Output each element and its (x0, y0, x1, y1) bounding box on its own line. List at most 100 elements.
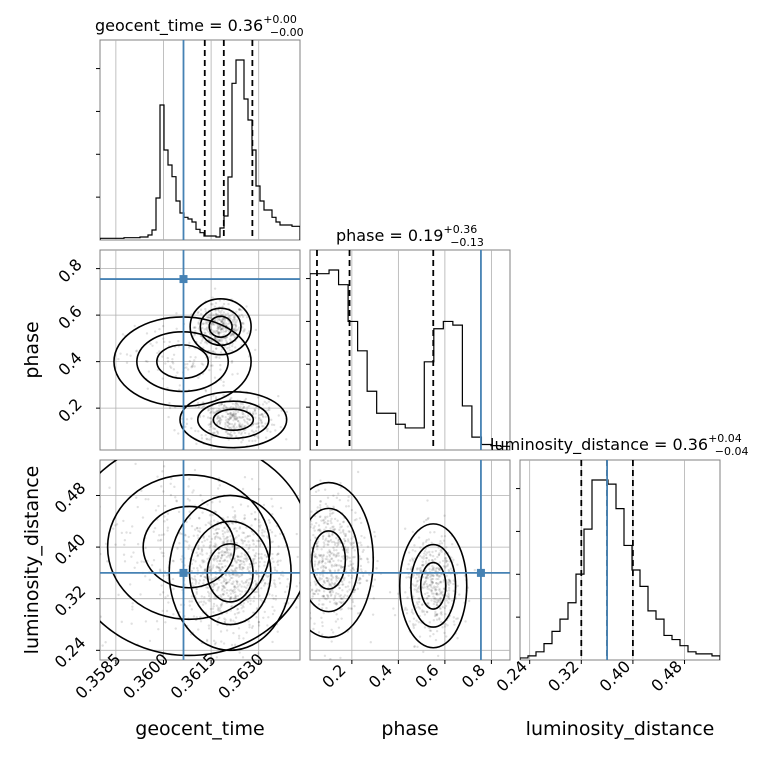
sample-point (200, 550, 204, 553)
sample-point (426, 597, 429, 600)
sample-point (349, 560, 352, 563)
sample-point (159, 570, 162, 573)
sample-point (445, 559, 448, 563)
sample-point (275, 569, 279, 573)
sample-point (218, 422, 222, 426)
sample-point (208, 554, 212, 558)
sample-point (421, 564, 425, 567)
sample-point (429, 583, 432, 587)
sample-point (330, 557, 334, 560)
sample-point (204, 602, 207, 605)
sample-point (237, 431, 241, 434)
sample-point (229, 596, 233, 600)
sample-point (229, 430, 233, 434)
sample-point (322, 580, 326, 584)
sample-point (249, 602, 252, 606)
sample-point (230, 582, 233, 585)
sample-point (220, 402, 224, 406)
sample-point (225, 581, 228, 585)
sample-point (224, 419, 228, 422)
sample-point (119, 352, 122, 355)
sample-point (218, 607, 222, 610)
sample-point (227, 418, 231, 421)
sample-point (243, 553, 246, 556)
sample-point (195, 442, 198, 446)
sample-point (217, 325, 220, 329)
sample-point (319, 515, 322, 518)
sample-point (361, 574, 365, 578)
sample-point (167, 601, 170, 604)
sample-point (429, 578, 433, 581)
sample-point (430, 599, 433, 602)
sample-point (216, 589, 219, 592)
sample-point (144, 498, 147, 501)
sample-point (277, 545, 280, 548)
sample-point (335, 577, 338, 580)
sample-point (444, 604, 448, 608)
sample-point (337, 577, 340, 580)
sample-point (193, 365, 196, 368)
sample-point (330, 579, 333, 582)
sample-point (322, 566, 325, 569)
sample-point (219, 568, 223, 572)
sample-point (184, 534, 187, 537)
sample-point (301, 578, 303, 580)
sample-point (342, 565, 345, 569)
sample-point (436, 600, 440, 604)
sample-point (253, 517, 257, 521)
sample-point (222, 319, 225, 322)
sample-point (238, 651, 241, 654)
sample-point (246, 505, 250, 508)
sample-point (321, 564, 324, 568)
sample-point (238, 308, 241, 311)
sample-point (243, 563, 246, 566)
sample-point (433, 587, 436, 590)
sample-point (252, 543, 255, 546)
sample-point (340, 607, 344, 611)
title-phase: phase = 0.19+0.36 −0.13 (336, 223, 484, 249)
sample-point (157, 628, 160, 631)
sample-point (242, 540, 245, 543)
sample-point (438, 593, 441, 596)
sample-point (305, 593, 307, 595)
sample-point (213, 318, 217, 322)
sample-point (234, 519, 238, 522)
sample-point (323, 528, 326, 531)
sample-point (306, 575, 308, 577)
sample-point (212, 431, 215, 435)
sample-point (452, 616, 456, 619)
sample-point (198, 579, 202, 582)
sample-point (260, 552, 263, 556)
sample-point (303, 522, 305, 524)
sample-point (445, 599, 448, 602)
sample-point (231, 406, 235, 409)
sample-point (223, 526, 227, 529)
sample-point (334, 575, 338, 578)
sample-point (348, 588, 351, 591)
sample-point (415, 601, 419, 604)
sample-point (326, 496, 330, 499)
sample-point (238, 555, 241, 559)
sample-point (218, 331, 221, 334)
sample-point (403, 527, 407, 530)
sample-point (233, 597, 236, 600)
sample-point (166, 356, 169, 360)
sample-point (359, 521, 363, 525)
sample-point (236, 554, 239, 558)
sample-point (328, 590, 331, 594)
sample-point (229, 333, 233, 336)
sample-point (224, 330, 228, 333)
sample-point (232, 414, 235, 418)
sample-point (216, 532, 219, 535)
sample-point (312, 533, 315, 537)
sample-point (219, 603, 223, 607)
sample-point (235, 547, 239, 550)
sample-point (209, 411, 212, 415)
sample-point (310, 656, 311, 658)
sample-point (273, 566, 276, 569)
sample-point (223, 553, 226, 557)
sample-point (235, 426, 238, 429)
sample-point (230, 434, 233, 437)
sample-point (93, 617, 95, 619)
sample-point (234, 566, 238, 570)
